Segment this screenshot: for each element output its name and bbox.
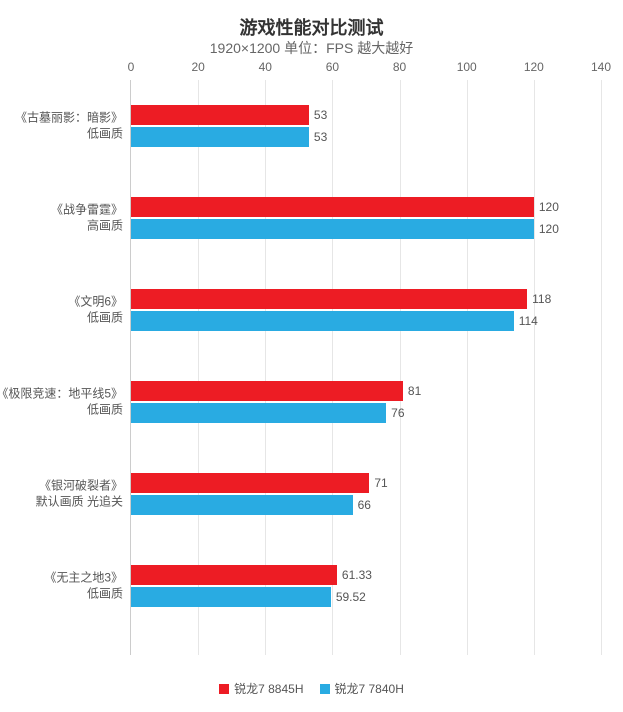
x-tick-label: 120 — [524, 60, 544, 74]
legend-item: 锐龙7 8845H — [219, 680, 303, 697]
bar-value-label: 61.33 — [337, 568, 372, 582]
bar-value-label: 59.52 — [331, 590, 366, 604]
bar-value-label: 81 — [403, 384, 421, 398]
legend: 锐龙7 8845H 锐龙7 7840H — [0, 680, 623, 699]
bar-value-label: 114 — [514, 314, 538, 328]
legend-item: 锐龙7 7840H — [320, 680, 404, 697]
bar: 59.52 — [131, 587, 331, 607]
category-label: 《银河破裂者》默认画质 光追关 — [36, 478, 131, 509]
bar-value-label: 76 — [386, 406, 404, 420]
x-tick-label: 20 — [191, 60, 204, 74]
bar-value-label: 120 — [534, 200, 559, 214]
x-tick-label: 60 — [326, 60, 339, 74]
legend-label: 锐龙7 8845H — [234, 680, 303, 697]
legend-label: 锐龙7 7840H — [335, 680, 404, 697]
bar: 71 — [131, 473, 369, 493]
bar: 53 — [131, 105, 309, 125]
bar: 120 — [131, 197, 534, 217]
plot-area: 020406080100120140《古墓丽影：暗影》低画质5353《战争雷霆》… — [130, 80, 600, 655]
bar-value-label: 53 — [309, 130, 327, 144]
category-group: 《古墓丽影：暗影》低画质5353 — [131, 105, 600, 147]
x-tick-label: 40 — [259, 60, 272, 74]
legend-swatch — [219, 684, 229, 694]
category-group: 《战争雷霆》高画质120120 — [131, 197, 600, 239]
bar: 118 — [131, 289, 527, 309]
bar: 66 — [131, 495, 353, 515]
category-label: 《无主之地3》低画质 — [44, 570, 131, 601]
bar: 114 — [131, 311, 514, 331]
x-tick-label: 0 — [128, 60, 135, 74]
gridline — [601, 80, 602, 655]
category-label: 《极限竞速：地平线5》低画质 — [0, 386, 131, 417]
bar-value-label: 118 — [527, 292, 551, 306]
x-tick-label: 80 — [393, 60, 406, 74]
x-tick-label: 100 — [457, 60, 477, 74]
x-tick-label: 140 — [591, 60, 611, 74]
category-group: 《文明6》低画质118114 — [131, 289, 600, 331]
bar: 120 — [131, 219, 534, 239]
category-group: 《银河破裂者》默认画质 光追关7166 — [131, 473, 600, 515]
chart-subtitle: 1920×1200 单位：FPS 越大越好 — [0, 38, 623, 58]
bar-value-label: 71 — [369, 476, 387, 490]
bar-value-label: 53 — [309, 108, 327, 122]
category-group: 《无主之地3》低画质61.3359.52 — [131, 565, 600, 607]
bar: 81 — [131, 381, 403, 401]
bar: 61.33 — [131, 565, 337, 585]
category-label: 《古墓丽影：暗影》低画质 — [15, 110, 131, 141]
category-label: 《文明6》低画质 — [68, 294, 131, 325]
bar: 53 — [131, 127, 309, 147]
legend-swatch — [320, 684, 330, 694]
bar: 76 — [131, 403, 386, 423]
category-label: 《战争雷霆》高画质 — [51, 202, 131, 233]
category-group: 《极限竞速：地平线5》低画质8176 — [131, 381, 600, 423]
chart-title: 游戏性能对比测试 — [0, 14, 623, 40]
bar-value-label: 120 — [534, 222, 559, 236]
chart-container: 游戏性能对比测试 1920×1200 单位：FPS 越大越好 020406080… — [0, 0, 623, 712]
bar-value-label: 66 — [353, 498, 371, 512]
